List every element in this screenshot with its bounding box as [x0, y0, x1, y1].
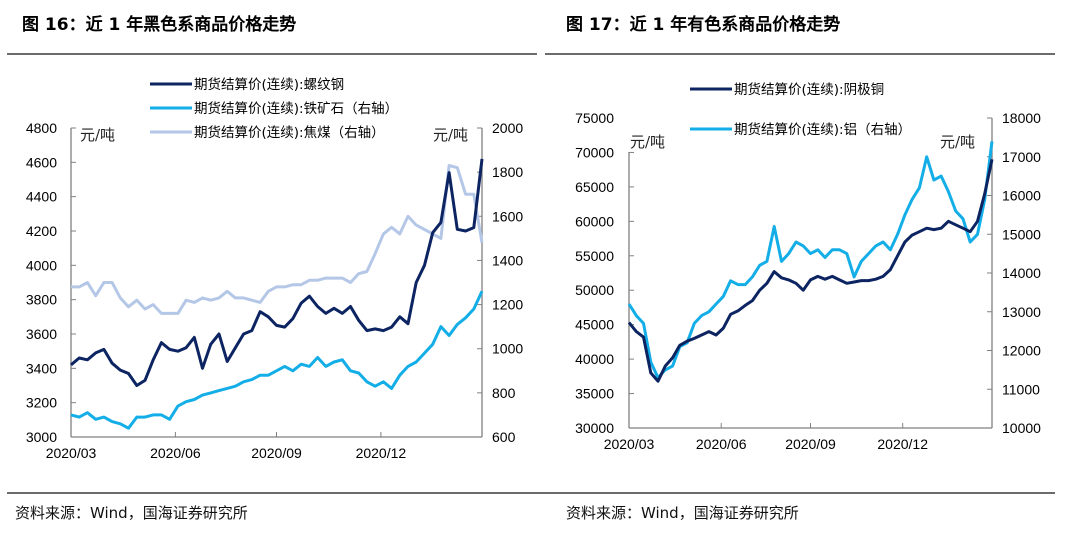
right-y-tick-label: 15000: [1002, 226, 1041, 242]
left-y-tick-label: 55000: [575, 248, 614, 264]
left-y-tick-label: 4400: [26, 189, 57, 205]
left-y-tick-label: 4000: [26, 257, 57, 273]
legend-label: 期货结算价(连续):螺纹钢: [194, 76, 344, 93]
left-unit-label: 元/吨: [80, 126, 115, 144]
source-note-left: 资料来源：Wind，国海证券研究所: [15, 504, 248, 522]
x-tick-label: 2020/12: [356, 445, 407, 461]
legend-label: 期货结算价(连续):阴极铜: [734, 81, 884, 98]
right-y-tick-label: 16000: [1002, 188, 1041, 204]
source-note-right: 资料来源：Wind，国海证券研究所: [566, 504, 799, 522]
right-y-tick-label: 18000: [1002, 110, 1041, 126]
chart-16: 3000 3200 3400 3600 3800 4000 4200 4400 4600 4800…: [26, 76, 524, 461]
series-line-0: [627, 158, 994, 383]
left-y-tick-label: 3600: [26, 326, 57, 342]
legend-label: 期货结算价(连续):铝（右轴）: [734, 121, 911, 138]
right-y-tick-label: 1800: [492, 164, 523, 180]
left-y-tick-label: 3800: [26, 292, 57, 308]
bottom-rule: [7, 492, 1055, 494]
left-y-tick-label: 4600: [26, 154, 57, 170]
x-tick-label: 2020/12: [877, 436, 928, 452]
right-y-tick-label: 800: [492, 385, 516, 401]
right-unit-label: 元/吨: [433, 126, 468, 144]
series-line-1: [627, 141, 994, 380]
right-y-tick-label: 11000: [1002, 381, 1040, 397]
right-y-tick-label: 10000: [1002, 420, 1041, 436]
series-line-1: [70, 290, 484, 430]
left-y-tick-label: 3000: [26, 429, 57, 445]
series-line-2: [71, 164, 484, 315]
x-tick-label: 2020/06: [150, 445, 201, 461]
left-y-tick-label: 30000: [575, 420, 614, 436]
x-tick-label: 2020/09: [251, 445, 302, 461]
legend-label: 期货结算价(连续):铁矿石（右轴）: [194, 100, 398, 117]
legend-label: 期货结算价(连续):焦煤（右轴）: [194, 124, 385, 141]
left-y-tick-label: 4200: [26, 223, 57, 239]
x-tick-label: 2020/06: [696, 436, 747, 452]
right-y-tick-label: 600: [492, 429, 516, 445]
right-y-tick-label: 1400: [492, 252, 523, 268]
left-y-tick-label: 50000: [575, 282, 614, 298]
figure-17-title: 图 17：近 1 年有色系商品价格走势: [566, 15, 841, 35]
left-y-tick-label: 4800: [26, 120, 57, 136]
right-y-tick-label: 1600: [492, 208, 523, 224]
series-line-0: [70, 158, 484, 387]
right-y-tick-label: 1000: [492, 341, 523, 357]
right-y-tick-label: 1200: [492, 297, 523, 313]
left-y-tick-label: 70000: [575, 144, 614, 160]
right-unit-label: 元/吨: [940, 133, 975, 151]
left-y-tick-label: 45000: [575, 317, 614, 333]
right-y-tick-label: 12000: [1002, 343, 1041, 359]
left-y-tick-label: 60000: [575, 213, 614, 229]
left-y-tick-label: 65000: [575, 179, 614, 195]
right-y-tick-label: 2000: [492, 120, 523, 136]
left-y-tick-label: 40000: [575, 351, 614, 367]
x-tick-label: 2020/03: [604, 436, 655, 452]
right-y-tick-label: 13000: [1002, 304, 1041, 320]
right-y-tick-label: 14000: [1002, 265, 1041, 281]
top-rule-right: [545, 53, 1055, 55]
left-y-tick-label: 35000: [575, 386, 614, 402]
right-y-tick-label: 17000: [1002, 149, 1041, 165]
top-rule-left: [7, 53, 537, 55]
left-y-tick-label: 3200: [26, 395, 57, 411]
left-y-tick-label: 75000: [575, 110, 614, 126]
figure-16-title: 图 16：近 1 年黑色系商品价格走势: [22, 15, 297, 35]
left-unit-label: 元/吨: [630, 133, 665, 151]
x-tick-label: 2020/09: [785, 436, 836, 452]
left-y-tick-label: 3400: [26, 360, 57, 376]
chart-17: 30000 35000 40000 45000 50000 55000 60000 65000…: [575, 81, 1041, 452]
x-tick-label: 2020/03: [46, 445, 97, 461]
